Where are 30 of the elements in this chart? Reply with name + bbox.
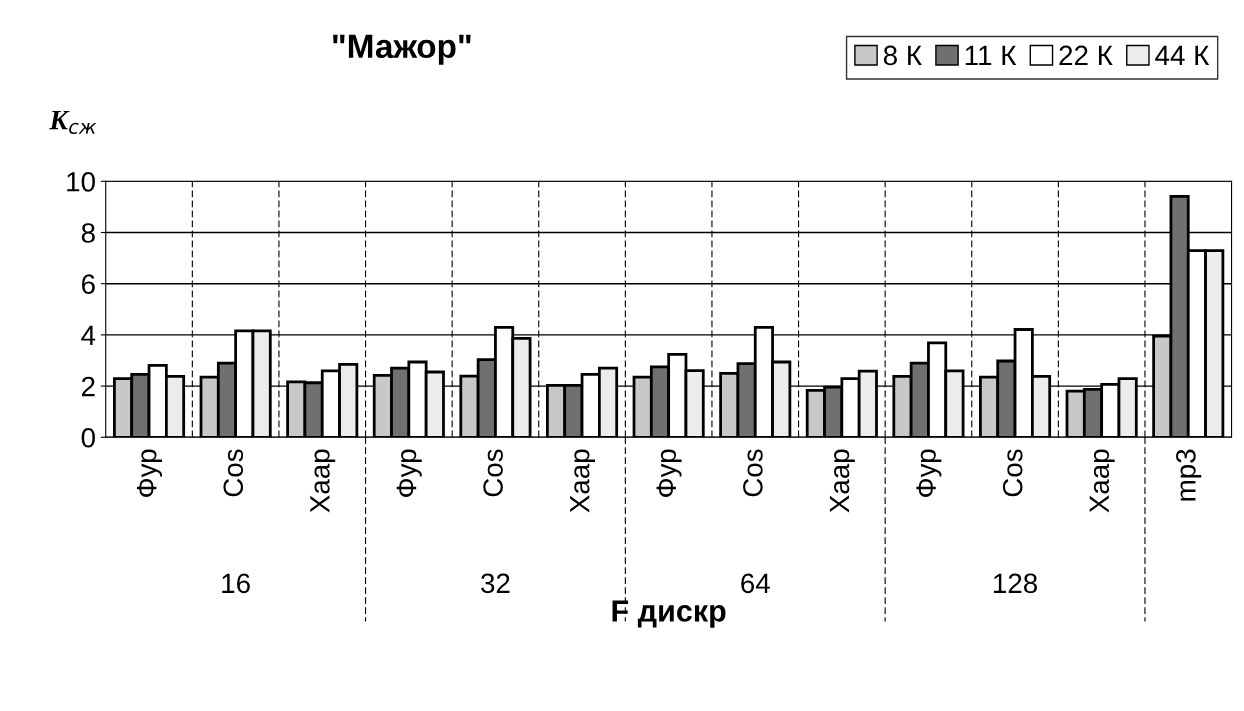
y-axis-title: K$_{сж}$ [49,110,97,135]
x-tick-label: Хаар [829,449,855,513]
x-tick-label: Cos [483,449,503,497]
legend-label: 11 К [965,45,1017,65]
x-tick-label: Фур [916,449,942,497]
x-tick-label: Хаар [1089,449,1115,513]
x-tick-label: Cos [1002,449,1023,497]
text: 32 [481,573,510,594]
y-tick-label: 6 [81,274,95,295]
y-tick-label: 10 [67,171,95,192]
x-tick-label: Cos [223,449,244,497]
text: 16 [222,573,250,594]
legend-label: 44 К [1155,45,1210,65]
y-tick-label: 0 [81,427,95,448]
x-tick-label: Cos [743,449,763,497]
y-tick-label: 2 [81,376,95,397]
y-tick-label: 4 [81,325,96,345]
x-tick-label: Хаар [310,449,336,513]
x-tick-label: Фур [396,449,422,497]
x-tick-label: mp3 [1176,449,1202,501]
legend-label: 22 К [1059,45,1113,65]
x-tick-label: Фур [136,449,162,497]
chart-title: "Мажор" [333,34,471,65]
y-tick-label: 8 [81,223,95,243]
legend-label: 8 К [883,45,922,66]
x-tick-label: Хаар [570,449,595,513]
x-axis-title: F дискр [612,600,726,628]
text: 64 [741,573,770,594]
text: 128 [994,573,1038,594]
x-tick-label: Фур [656,449,682,497]
